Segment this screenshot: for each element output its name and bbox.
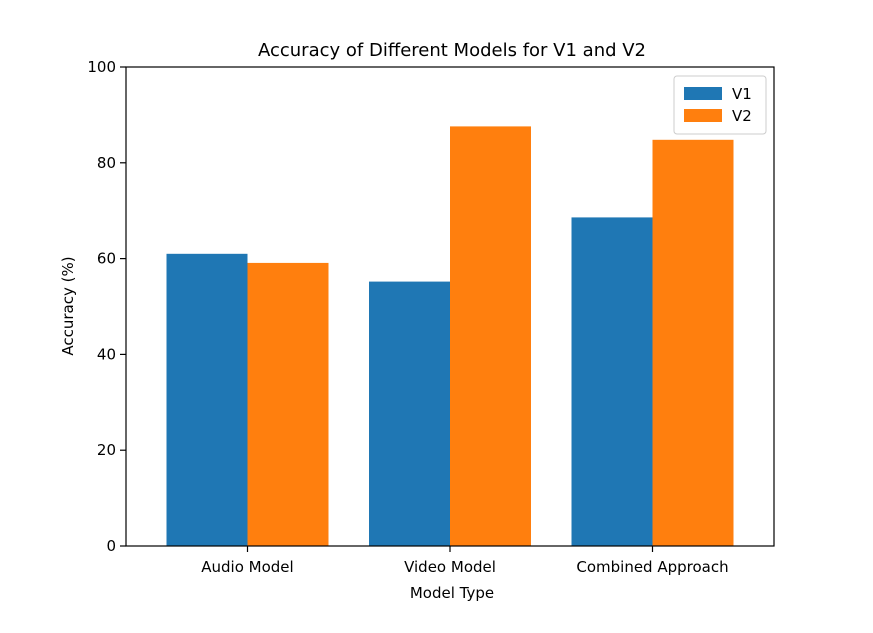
bar-v1-audio-model — [166, 253, 248, 546]
legend-swatch-v2 — [684, 109, 722, 122]
legend-label-v1: V1 — [732, 85, 752, 103]
y-tick-label: 0 — [106, 537, 116, 555]
x-tick-label: Video Model — [404, 558, 496, 576]
legend-label-v2: V2 — [732, 107, 752, 125]
x-axis-label: Model Type — [410, 584, 494, 602]
bar-v2-video-model — [450, 126, 531, 547]
y-tick-label: 20 — [97, 441, 116, 459]
legend-swatch-v1 — [684, 87, 722, 100]
y-tick-label: 60 — [97, 250, 116, 268]
x-tick-label: Combined Approach — [576, 558, 728, 576]
x-axis: Audio Model Video Model Combined Approach — [201, 546, 729, 576]
bar-v2-combined-approach — [652, 139, 734, 547]
y-tick-label: 100 — [87, 58, 116, 76]
bar-v1-combined-approach — [571, 217, 653, 546]
y-axis-label: Accuracy (%) — [59, 256, 77, 355]
bars-group — [166, 126, 734, 547]
y-tick-label: 40 — [97, 345, 116, 363]
y-axis: 0 20 40 60 80 100 — [87, 58, 126, 555]
x-tick-label: Audio Model — [201, 558, 293, 576]
legend-box — [673, 75, 767, 135]
chart-title: Accuracy of Different Models for V1 and … — [258, 40, 646, 61]
bar-v1-video-model — [369, 281, 450, 546]
y-tick-label: 80 — [97, 154, 116, 172]
bar-v2-audio-model — [247, 262, 329, 546]
